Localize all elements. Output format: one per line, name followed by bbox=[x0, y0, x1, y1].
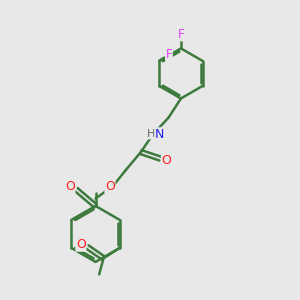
Text: N: N bbox=[155, 128, 164, 141]
Text: H: H bbox=[147, 129, 155, 139]
Text: O: O bbox=[162, 154, 171, 166]
Text: F: F bbox=[166, 48, 172, 61]
Text: O: O bbox=[105, 180, 115, 193]
Text: F: F bbox=[178, 28, 184, 41]
Text: O: O bbox=[76, 238, 86, 251]
Text: O: O bbox=[65, 180, 75, 193]
